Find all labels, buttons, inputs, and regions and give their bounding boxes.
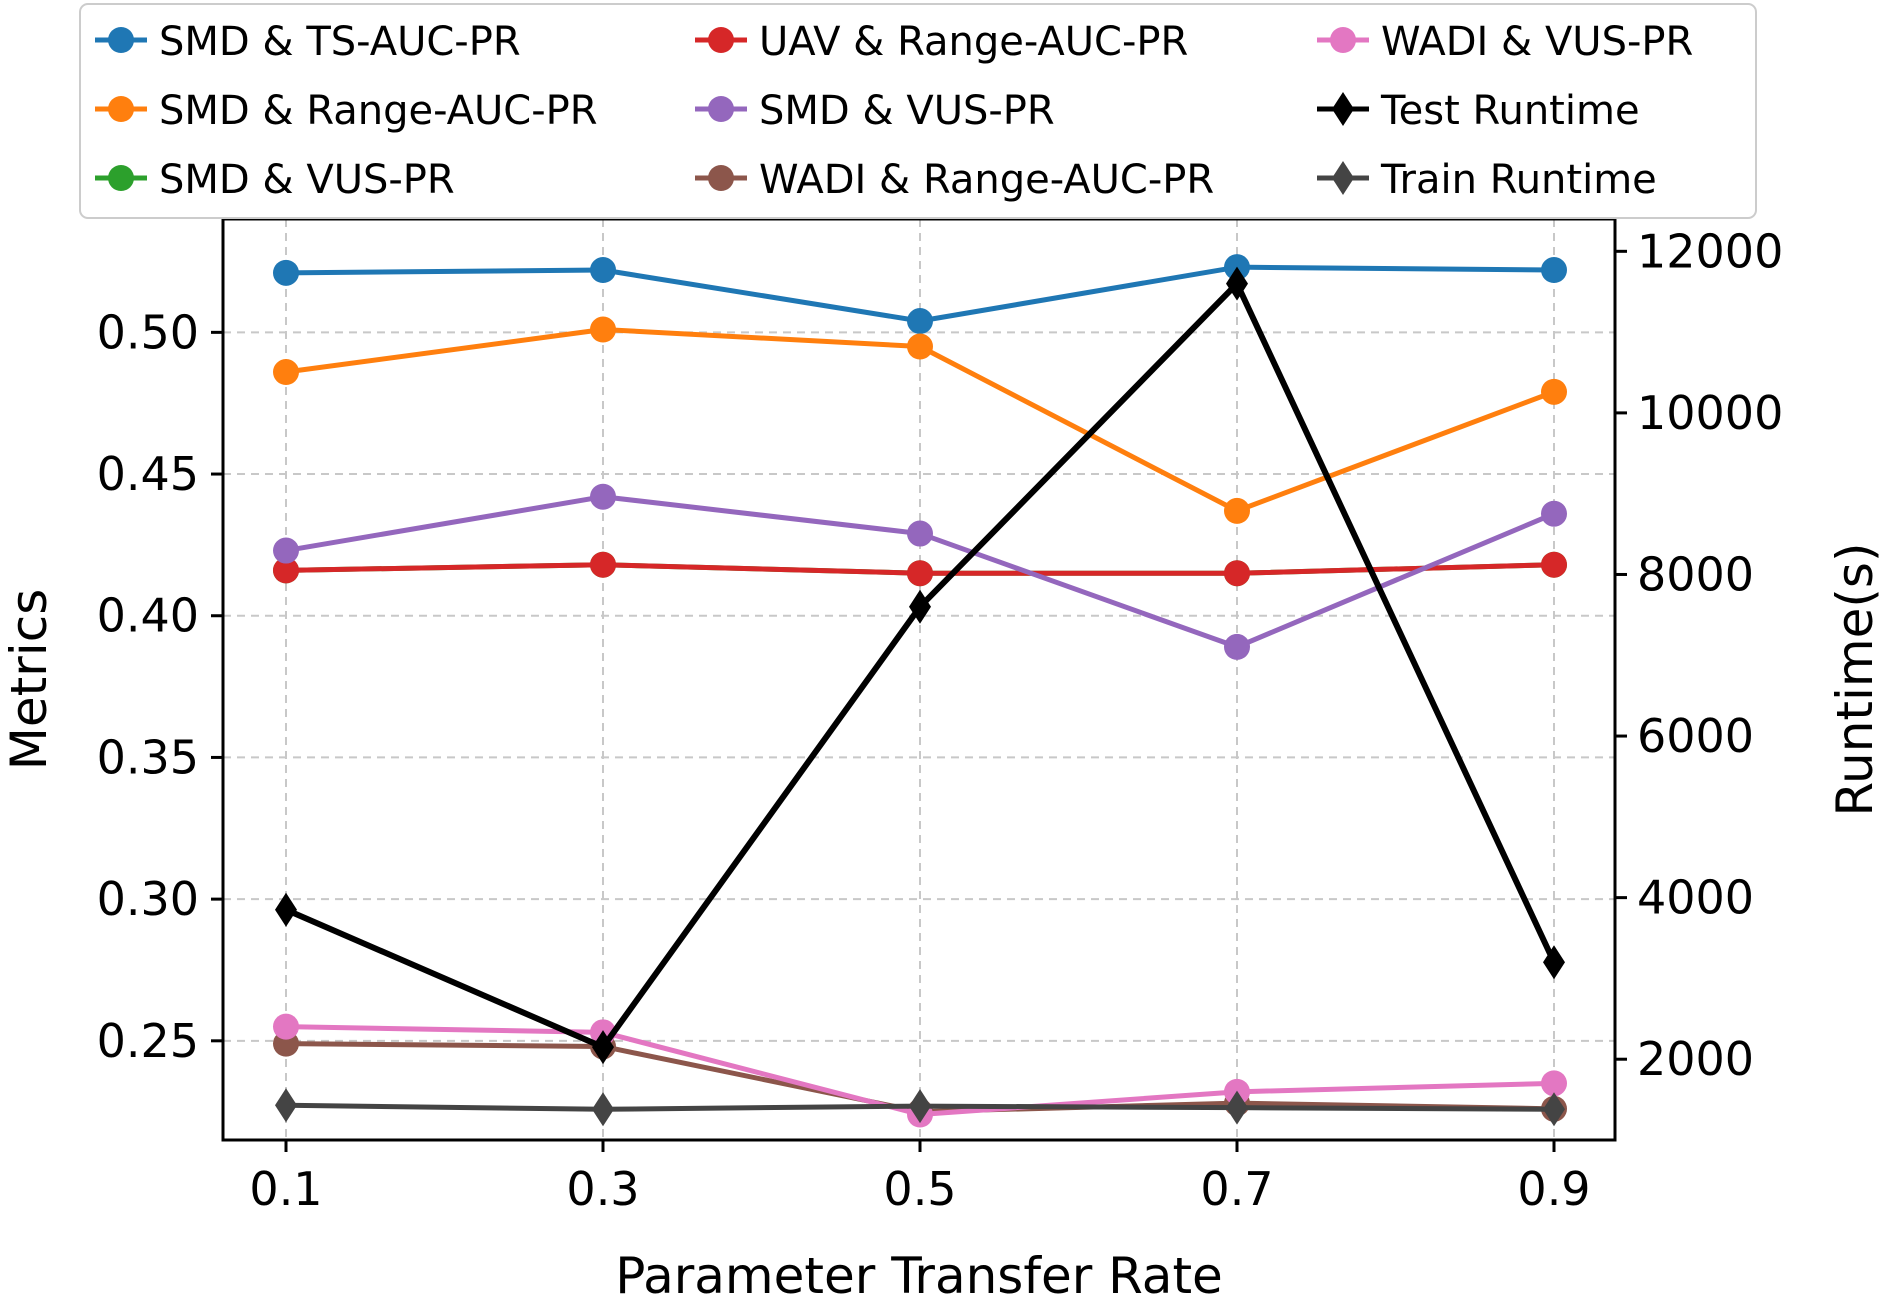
series-point-0-0 — [273, 259, 299, 286]
series-point-1-4 — [1541, 378, 1567, 405]
x-axis-label: Parameter Transfer Rate — [615, 1247, 1223, 1305]
series-point-1-3 — [1224, 497, 1250, 524]
legend-marker-1 — [108, 96, 134, 122]
series-point-4-2 — [907, 520, 933, 547]
legend-label-5: WADI & Range-AUC-PR — [759, 157, 1214, 203]
legend-item-8: Train Runtime — [1317, 157, 1657, 203]
grid — [223, 219, 1615, 1140]
legend-marker-6 — [1330, 27, 1356, 53]
series-point-7-4 — [1543, 945, 1565, 980]
y-axis-label-left: Metrics — [0, 589, 58, 771]
y-tick-label-left: 0.40 — [97, 589, 199, 643]
legend-marker-4 — [708, 96, 734, 122]
series-point-7-1 — [592, 1030, 614, 1065]
legend-item-3: UAV & Range-AUC-PR — [695, 19, 1188, 65]
series-3 — [273, 551, 1567, 587]
y-tick-label-left: 0.25 — [97, 1014, 199, 1068]
legend-marker-8 — [1332, 161, 1354, 195]
series-point-7-3 — [1226, 266, 1248, 301]
series-point-3-1 — [590, 551, 616, 578]
series-point-1-1 — [590, 316, 616, 343]
y-axis-left: 0.25 0.30 0.35 0.40 0.45 0.50 — [97, 305, 223, 1068]
x-tick-label: 0.5 — [883, 1162, 956, 1216]
legend-marker-0 — [108, 27, 134, 53]
legend: SMD & TS-AUC-PR SMD & Range-AUC-PR SMD & V… — [79, 3, 1757, 219]
x-axis: 0.1 0.3 0.5 0.7 0.9 — [249, 1140, 1591, 1216]
series-point-7-2 — [909, 589, 931, 624]
series-point-3-0 — [273, 557, 299, 584]
series-point-8-1 — [592, 1092, 614, 1127]
y-tick-label-right: 4000 — [1637, 871, 1754, 925]
legend-item-1: SMD & Range-AUC-PR — [95, 88, 598, 134]
y-tick-label-left: 0.35 — [97, 730, 199, 784]
legend-item-2: SMD & VUS-PR — [95, 157, 455, 203]
series-point-0-4 — [1541, 257, 1567, 284]
legend-item-5: WADI & Range-AUC-PR — [695, 157, 1214, 203]
series-layer — [273, 254, 1567, 1128]
legend-marker-5 — [708, 165, 734, 191]
legend-label-0: SMD & TS-AUC-PR — [159, 19, 521, 65]
series-7 — [275, 266, 1565, 1065]
y-tick-label-left: 0.30 — [97, 872, 199, 926]
legend-label-7: Test Runtime — [1380, 88, 1640, 134]
series-point-0-1 — [590, 257, 616, 284]
y-tick-label-right: 10000 — [1637, 386, 1783, 440]
legend-item-0: SMD & TS-AUC-PR — [95, 19, 521, 65]
series-point-7-0 — [275, 892, 297, 927]
legend-marker-2 — [108, 165, 134, 191]
series-point-3-2 — [907, 560, 933, 587]
series-point-1-0 — [273, 359, 299, 386]
series-1 — [273, 316, 1567, 524]
legend-label-4: SMD & VUS-PR — [759, 88, 1055, 134]
series-point-4-0 — [273, 537, 299, 564]
legend-box — [79, 3, 1757, 219]
y-tick-label-right: 2000 — [1637, 1032, 1754, 1086]
series-point-3-3 — [1224, 560, 1250, 587]
series-4 — [273, 483, 1567, 660]
series-point-8-2 — [909, 1089, 931, 1124]
series-point-3-4 — [1541, 551, 1567, 578]
series-point-4-3 — [1224, 633, 1250, 660]
x-tick-label: 0.9 — [1517, 1162, 1590, 1216]
series-point-8-0 — [275, 1088, 297, 1123]
series-point-6-4 — [1541, 1070, 1567, 1097]
y-axis-right: 2000 4000 6000 8000 10000 12000 — [1615, 224, 1783, 1086]
y-tick-label-left: 0.50 — [97, 305, 199, 359]
y-tick-label-right: 6000 — [1637, 709, 1754, 763]
series-0 — [273, 254, 1567, 335]
series-point-4-4 — [1541, 500, 1567, 527]
legend-label-6: WADI & VUS-PR — [1381, 19, 1693, 65]
legend-label-8: Train Runtime — [1380, 157, 1657, 203]
x-tick-label: 0.7 — [1200, 1162, 1273, 1216]
legend-marker-7 — [1332, 92, 1354, 126]
legend-item-7: Test Runtime — [1317, 88, 1640, 134]
legend-marker-3 — [708, 27, 734, 53]
legend-label-1: SMD & Range-AUC-PR — [159, 88, 598, 134]
legend-item-4: SMD & VUS-PR — [695, 88, 1055, 134]
y-tick-label-left: 0.45 — [97, 447, 199, 501]
legend-item-6: WADI & VUS-PR — [1317, 19, 1693, 65]
y-tick-label-right: 8000 — [1637, 547, 1754, 601]
legend-label-3: UAV & Range-AUC-PR — [759, 19, 1188, 65]
series-8 — [275, 1088, 1565, 1127]
series-point-0-2 — [907, 308, 933, 335]
y-tick-label-right: 12000 — [1637, 224, 1783, 278]
series-point-6-0 — [273, 1013, 299, 1040]
y-axis-label-right: Runtime(s) — [1826, 543, 1884, 817]
legend-label-2: SMD & VUS-PR — [159, 157, 455, 203]
x-tick-label: 0.3 — [566, 1162, 639, 1216]
series-point-8-4 — [1543, 1092, 1565, 1127]
series-point-4-1 — [590, 483, 616, 510]
series-point-8-3 — [1226, 1090, 1248, 1125]
series-point-1-2 — [907, 333, 933, 360]
series-line-7 — [284, 280, 1557, 1051]
x-tick-label: 0.1 — [249, 1162, 322, 1216]
